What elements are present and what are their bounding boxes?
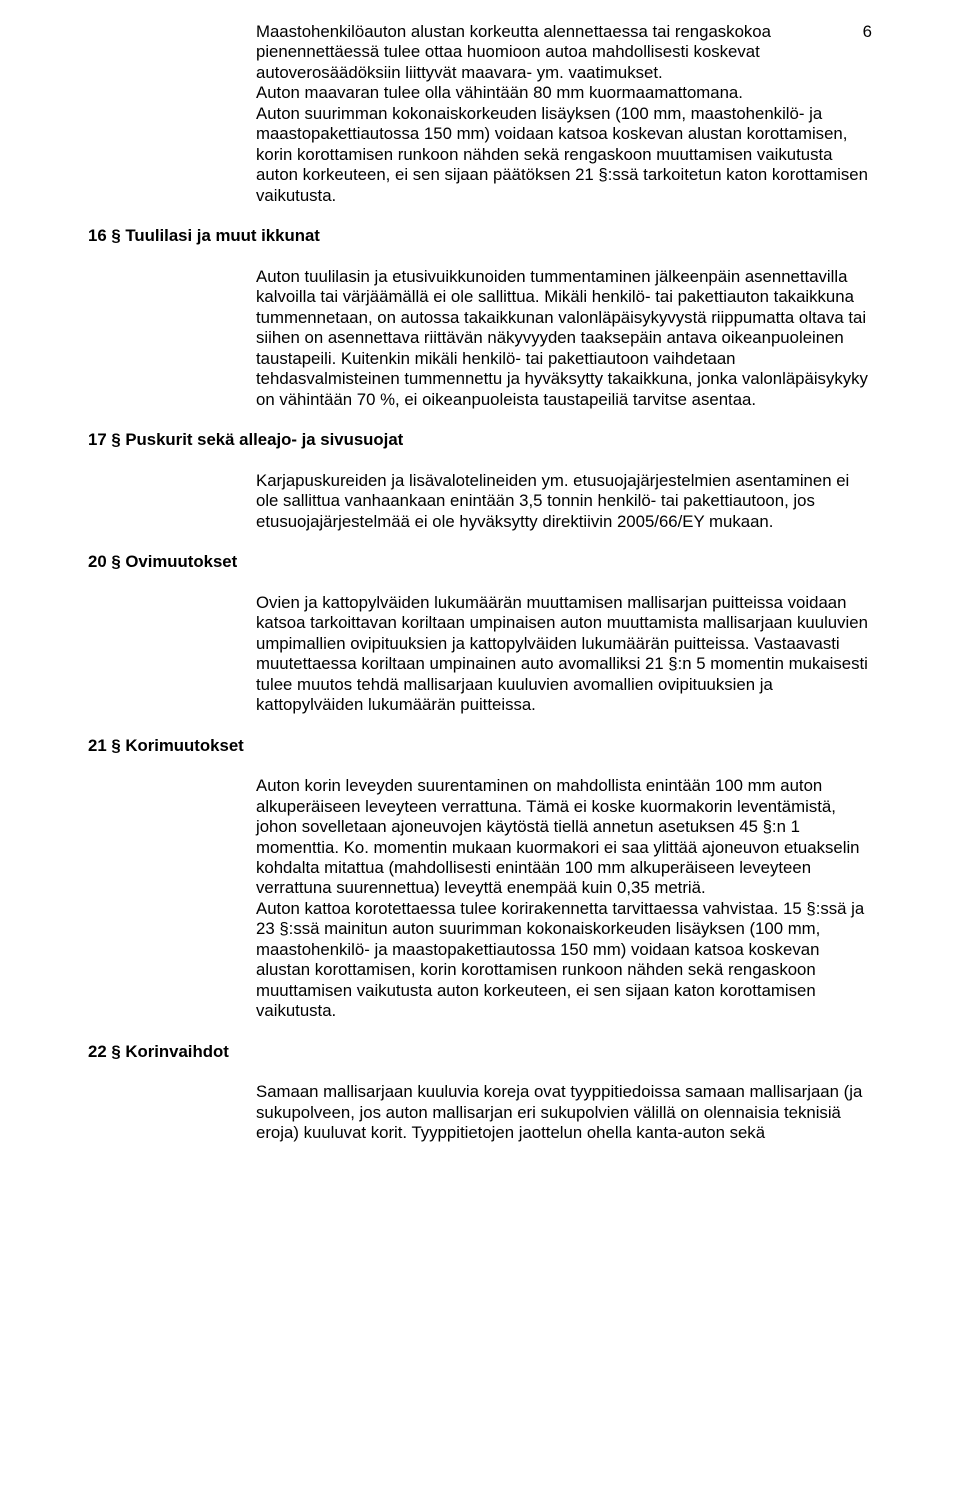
s22-para-1: Samaan mallisarjaan kuuluvia koreja ovat… [256, 1082, 872, 1143]
heading-17: 17 § Puskurit sekä alleajo- ja sivusuoja… [88, 430, 872, 450]
s21-para-2: Auton kattoa korotettaessa tulee korirak… [256, 899, 872, 1022]
intro-para-1: Maastohenkilöauton alustan korkeutta ale… [256, 22, 872, 83]
page-number: 6 [863, 22, 872, 42]
s16-para-1: Auton tuulilasin ja etusivuikkunoiden tu… [256, 267, 872, 410]
heading-21: 21 § Korimuutokset [88, 736, 872, 756]
s20-para-1: Ovien ja kattopylväiden lukumäärän muutt… [256, 593, 872, 716]
heading-22: 22 § Korinvaihdot [88, 1042, 872, 1062]
intro-para-2: Auton maavaran tulee olla vähintään 80 m… [256, 83, 872, 103]
heading-20: 20 § Ovimuutokset [88, 552, 872, 572]
heading-16: 16 § Tuulilasi ja muut ikkunat [88, 226, 872, 246]
intro-para-3: Auton suurimman kokonaiskorkeuden lisäyk… [256, 104, 872, 206]
s21-para-1: Auton korin leveyden suurentaminen on ma… [256, 776, 872, 899]
s17-para-1: Karjapuskureiden ja lisävalotelineiden y… [256, 471, 872, 532]
